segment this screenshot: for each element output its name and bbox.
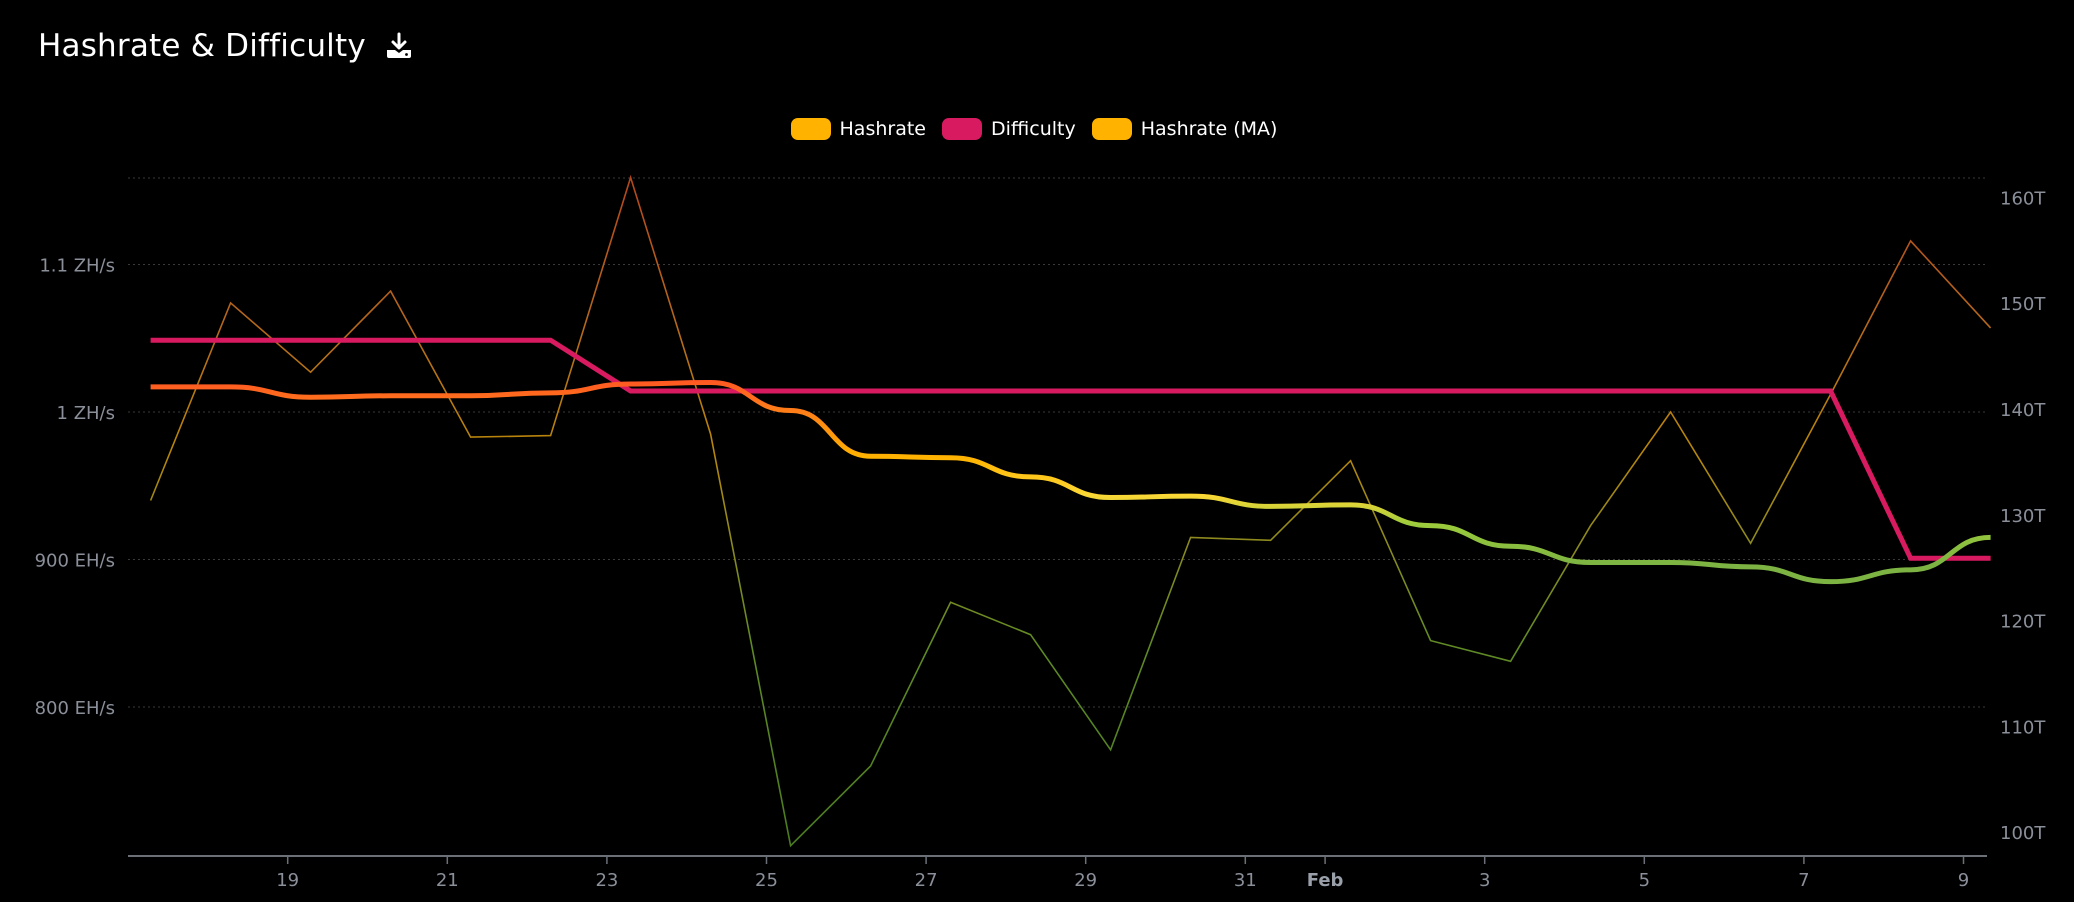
x-tick-label: 27 [915, 870, 938, 891]
x-tick-label: 3 [1479, 870, 1490, 891]
download-icon [386, 32, 411, 58]
chart-legend: Hashrate Difficulty Hashrate (MA) [0, 118, 2071, 140]
y-right-tick-label: 110T [2000, 717, 2046, 738]
x-tick-label: 19 [276, 870, 299, 891]
legend-item-difficulty[interactable]: Difficulty [941, 118, 1076, 140]
x-tick-label: 23 [595, 870, 618, 891]
y-left-tick-label: 900 EH/s [35, 551, 115, 572]
chart-title: Hashrate & Difficulty [38, 28, 366, 64]
series-lines [149, 174, 1992, 848]
y-right-tick-label: 160T [2000, 188, 2046, 209]
x-tick-label: 5 [1639, 870, 1650, 891]
chart-header: Hashrate & Difficulty [38, 28, 414, 64]
legend-label-hashrate: Hashrate [839, 118, 926, 140]
grid-lines [128, 177, 1987, 708]
legend-swatch-hashrate-ma [1091, 118, 1132, 140]
download-button[interactable] [384, 31, 414, 61]
legend-item-hashrate-ma[interactable]: Hashrate (MA) [1091, 118, 1278, 140]
y-axis-left: 1.1 ZH/s 1 ZH/s 900 EH/s 800 EH/s [35, 256, 115, 720]
legend-item-hashrate[interactable]: Hashrate [790, 118, 926, 140]
hashrate-line [149, 174, 1992, 848]
x-tick-label: 25 [755, 870, 778, 891]
y-right-tick-label: 140T [2000, 400, 2046, 421]
y-left-tick-label: 1 ZH/s [57, 403, 115, 424]
hashrate-ma-line [150, 379, 1991, 585]
x-tick-label: 21 [436, 870, 459, 891]
y-right-tick-label: 150T [2000, 294, 2046, 315]
x-tick-label: 29 [1074, 870, 1097, 891]
x-tick-label: Feb [1307, 870, 1344, 891]
y-right-tick-label: 120T [2000, 612, 2046, 633]
x-axis: 19 21 23 25 27 29 31 Feb 3 5 7 9 [128, 855, 1987, 891]
legend-swatch-hashrate [790, 118, 831, 140]
legend-label-hashrate-ma: Hashrate (MA) [1140, 118, 1278, 140]
y-right-tick-label: 130T [2000, 506, 2046, 527]
x-tick-label: 31 [1234, 870, 1257, 891]
y-left-tick-label: 1.1 ZH/s [39, 256, 115, 277]
y-right-tick-label: 100T [2000, 823, 2046, 844]
y-left-tick-label: 800 EH/s [35, 698, 115, 719]
legend-swatch-difficulty [941, 118, 982, 140]
y-axis-right: 160T 150T 140T 130T 120T 110T 100T [2000, 188, 2046, 844]
x-tick-label: 9 [1958, 870, 1969, 891]
x-tick-label: 7 [1798, 870, 1809, 891]
difficulty-line [150, 337, 1991, 561]
legend-label-difficulty: Difficulty [990, 118, 1076, 140]
